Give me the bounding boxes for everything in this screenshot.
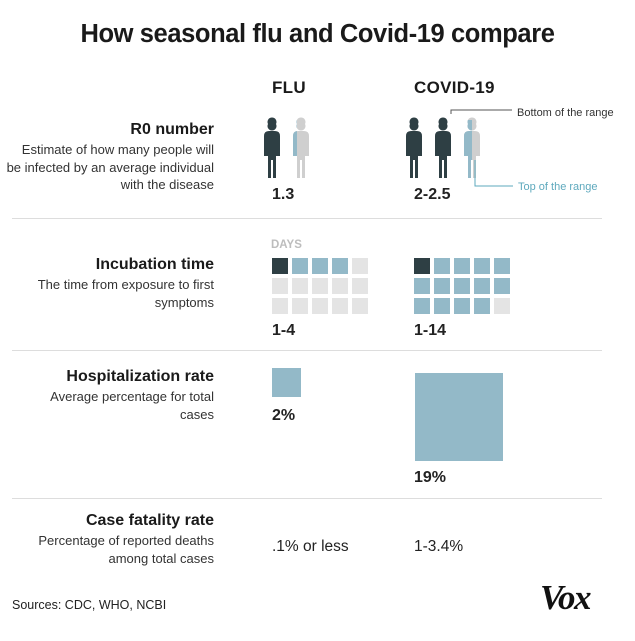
row-desc-hospitalization: Average percentage for total cases [50,389,214,422]
covid-r0-figures [406,117,480,178]
flu-person-2 [293,117,309,178]
flu-hospitalization-square [272,368,301,397]
covid-day-cell-2 [434,258,450,274]
flu-day-cell-8 [312,278,328,294]
row-desc-r0: Estimate of how many people will be infe… [6,142,214,192]
flu-day-cell-3 [312,258,328,274]
flu-day-cell-1 [272,258,288,274]
covid-day-cell-6 [414,278,430,294]
covid-day-cell-12 [434,298,450,314]
covid-day-cell-15 [494,298,510,314]
flu-day-cell-4 [332,258,348,274]
flu-person-1 [264,117,280,178]
covid-day-cell-1 [414,258,430,274]
covid-day-cell-13 [454,298,470,314]
flu-day-cell-9 [332,278,348,294]
sources-note: Sources: CDC, WHO, NCBI [12,598,167,612]
covid-person-2 [435,117,451,178]
flu-day-cell-2 [292,258,308,274]
vox-logo: Vox [540,578,591,617]
covid-hospitalization-value: 19% [414,469,447,486]
covid-day-cell-9 [474,278,490,294]
covid-person-1 [406,117,422,178]
flu-day-cell-5 [352,258,368,274]
row-divider [12,218,602,219]
annotation-top-range: Top of the range [518,181,598,193]
row-title-fatality: Case fatality rate [85,512,214,529]
covid-day-cell-14 [474,298,490,314]
flu-day-cell-13 [312,298,328,314]
flu-day-cell-6 [272,278,288,294]
flu-day-cell-11 [272,298,288,314]
column-header-covid: COVID-19 [414,78,495,97]
bottom-range-connector [450,109,512,114]
flu-r0-value: 1.3 [272,186,295,203]
flu-incubation-grid [272,258,368,314]
column-header-flu: FLU [272,78,306,97]
top-range-connector [474,160,513,187]
covid-person-3 [464,117,480,178]
flu-day-cell-12 [292,298,308,314]
covid-day-cell-11 [414,298,430,314]
covid-incubation-value: 1-14 [414,322,447,339]
flu-fatality-value: .1% or less [272,538,349,555]
flu-day-cell-7 [292,278,308,294]
row-title-r0: R0 number [130,121,214,138]
covid-fatality-value: 1-3.4% [414,538,464,555]
row-desc-fatality: Percentage of reported deaths among tota… [38,533,214,566]
flu-hospitalization-value: 2% [272,407,296,424]
flu-r0-figures [264,117,309,178]
flu-day-cell-10 [352,278,368,294]
row-divider [12,350,602,351]
covid-day-cell-4 [474,258,490,274]
row-desc-incubation: The time from exposure to first symptoms [37,277,214,310]
row-title-incubation: Incubation time [95,256,214,273]
covid-r0-value: 2-2.5 [414,186,451,203]
flu-day-cell-15 [352,298,368,314]
covid-day-cell-3 [454,258,470,274]
flu-day-cell-14 [332,298,348,314]
row-title-hospitalization: Hospitalization rate [66,368,214,385]
days-label: DAYS [271,239,302,251]
covid-day-cell-8 [454,278,470,294]
row-divider [12,498,602,499]
covid-hospitalization-square [415,373,503,461]
covid-day-cell-5 [494,258,510,274]
covid-incubation-grid [414,258,510,314]
chart-title: How seasonal flu and Covid-19 compare [80,20,555,48]
annotation-bottom-range: Bottom of the range [517,107,614,119]
covid-day-cell-7 [434,278,450,294]
covid-day-cell-10 [494,278,510,294]
flu-incubation-value: 1-4 [272,322,296,339]
